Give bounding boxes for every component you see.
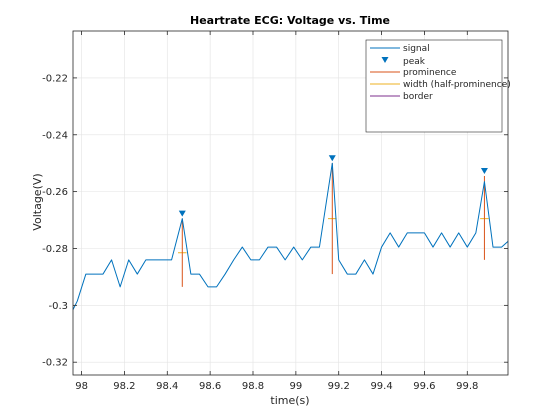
legend-label-peak: peak (403, 57, 426, 67)
signal-line (72, 162, 509, 310)
legend-item-prominence: prominence (370, 68, 457, 78)
y-axis-label: Voltage(V) (31, 173, 44, 230)
y-tick-label-3: -0.26 (42, 187, 68, 198)
prominence-lines (181, 163, 485, 287)
legend-box (365, 39, 503, 133)
x-tick-label-2: 98.4 (156, 381, 178, 392)
legend-item-width: width (half-prominence) (370, 80, 511, 90)
x-tick-label-9: 99.8 (456, 381, 478, 392)
x-axis-label: time(s) (270, 394, 309, 407)
legend-item-border: border (370, 92, 433, 102)
x-tick-label-4: 98.8 (242, 381, 264, 392)
x-tick-label-7: 99.4 (370, 381, 392, 392)
x-tick-label-8: 99.6 (413, 381, 435, 392)
legend-swatch-peak (381, 57, 389, 63)
x-tick-label-6: 99.2 (328, 381, 350, 392)
y-axis-ticks: -0.32 -0.3 -0.28 -0.26 -0.24 -0.22 (42, 73, 508, 369)
legend-label-signal: signal (403, 44, 430, 54)
y-tick-label-5: -0.22 (42, 73, 68, 84)
axes (72, 30, 509, 376)
y-tick-label-1: -0.3 (48, 301, 68, 312)
legend-item-peak: peak (381, 57, 426, 67)
y-tick-label-2: -0.28 (42, 244, 68, 255)
x-axis-ticks: 98 98.2 98.4 98.6 98.8 99 99.2 99.4 99.6 99.8 (75, 31, 478, 392)
peak-marker-2 (480, 167, 488, 174)
signal-series (72, 162, 509, 310)
x-tick-label-3: 98.6 (199, 381, 221, 392)
peak-markers (178, 155, 488, 217)
x-tick-label-1: 98.2 (113, 381, 135, 392)
legend-label-border: border (403, 92, 433, 102)
y-tick-label-0: -0.32 (42, 358, 68, 369)
chart-title: Heartrate ECG: Voltage vs. Time (190, 14, 390, 27)
x-tick-label-0: 98 (75, 381, 88, 392)
peak-marker-1 (328, 155, 336, 162)
legend: signal peak prominence width (half-promi… (365, 39, 511, 133)
peak-marker-0 (178, 210, 186, 217)
x-tick-label-5: 99 (289, 381, 302, 392)
legend-item-signal: signal (370, 44, 430, 54)
y-tick-label-4: -0.24 (42, 130, 68, 141)
legend-label-prominence: prominence (403, 68, 457, 78)
legend-label-width: width (half-prominence) (403, 80, 511, 90)
axes-box (72, 30, 509, 376)
